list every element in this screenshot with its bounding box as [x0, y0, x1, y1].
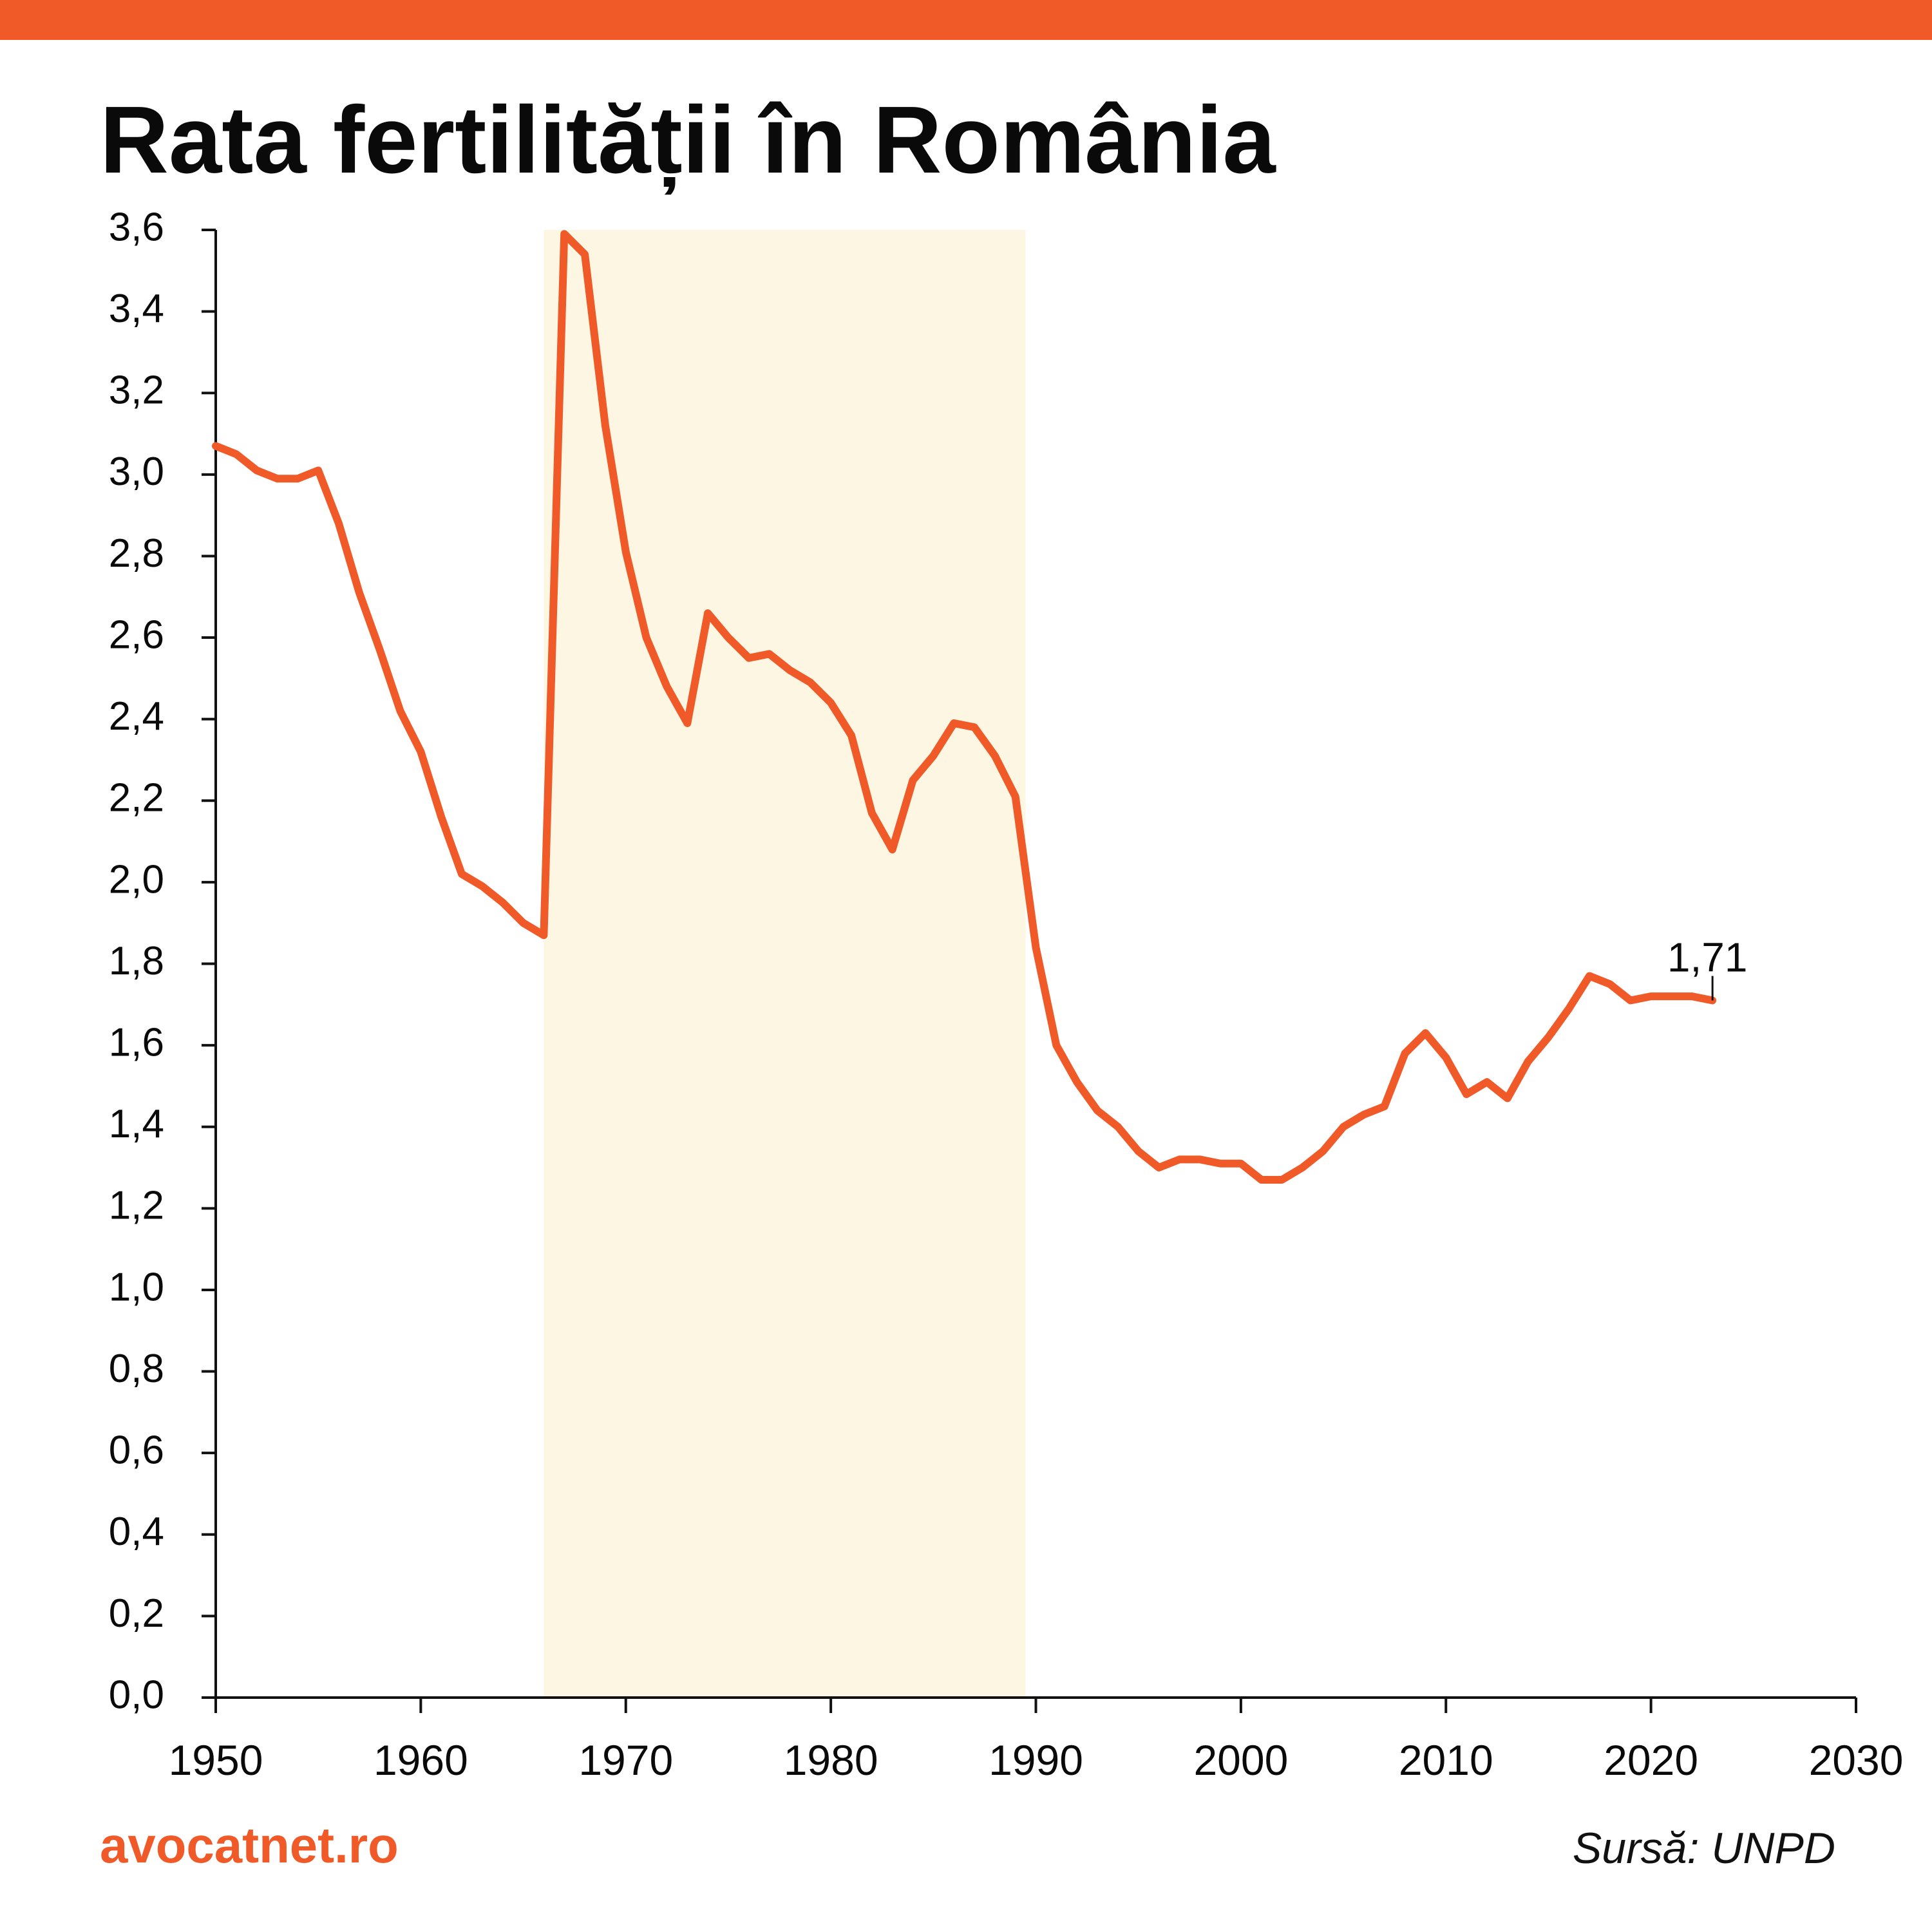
- y-tick-label: 0,4: [109, 1510, 164, 1554]
- chart-title: Rata fertilității în România: [100, 87, 1276, 193]
- y-tick-label: 0,2: [109, 1591, 164, 1636]
- x-tick-label: 1950: [169, 1736, 263, 1784]
- highlight-band: [544, 230, 1026, 1698]
- x-tick-label: 1960: [374, 1736, 468, 1784]
- site-logo-text[interactable]: avocatnet.ro: [100, 1817, 399, 1873]
- source-note: Sursă: UNPD: [1572, 1824, 1835, 1873]
- y-tick-label: 0,6: [109, 1428, 164, 1473]
- y-tick-label: 2,0: [109, 857, 164, 902]
- y-tick-label: 1,8: [109, 939, 164, 983]
- y-tick-label: 1,4: [109, 1102, 164, 1146]
- y-tick-label: 0,0: [109, 1672, 164, 1717]
- y-tick-label: 2,4: [109, 694, 164, 739]
- y-tick-label: 2,2: [109, 776, 164, 820]
- x-tick-label: 1990: [989, 1736, 1083, 1784]
- y-tick-label: 3,6: [109, 205, 164, 249]
- y-tick-label: 1,6: [109, 1020, 164, 1065]
- y-tick-label: 1,2: [109, 1184, 164, 1228]
- x-tick-label: 1980: [784, 1736, 878, 1784]
- y-tick-label: 3,2: [109, 368, 164, 413]
- x-tick-label: 2000: [1193, 1736, 1288, 1784]
- y-tick-label: 1,0: [109, 1265, 164, 1309]
- last-value-label: 1,71: [1667, 934, 1748, 980]
- y-tick-label: 3,0: [109, 450, 164, 494]
- y-tick-label: 0,8: [109, 1347, 164, 1391]
- x-tick-label: 2020: [1604, 1736, 1698, 1784]
- y-tick-label: 2,6: [109, 612, 164, 657]
- fertility-series-line: [212, 230, 1717, 1184]
- x-tick-label: 1970: [578, 1736, 673, 1784]
- x-tick-label: 2010: [1399, 1736, 1493, 1784]
- y-tick-label: 2,8: [109, 531, 164, 576]
- top-accent-bar: [0, 0, 1932, 40]
- x-tick-label: 2030: [1809, 1736, 1904, 1784]
- y-tick-label: 3,4: [109, 287, 164, 331]
